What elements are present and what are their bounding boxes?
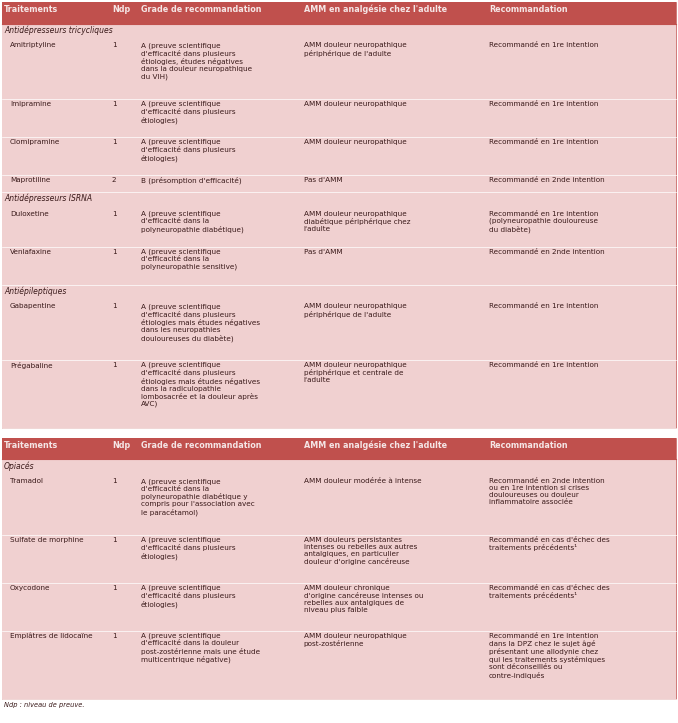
Text: Recommandé en 1re intention
(polyneuropathie douloureuse
du diabète): Recommandé en 1re intention (polyneuropa… — [489, 211, 598, 233]
Text: 2: 2 — [112, 176, 117, 182]
Text: A (preuve scientifique
d'efficacité dans plusieurs
étiologies): A (preuve scientifique d'efficacité dans… — [141, 585, 236, 608]
Text: Recommandé en 2nde intention
ou en 1re intention si crises
douloureuses ou doule: Recommandé en 2nde intention ou en 1re i… — [489, 479, 604, 505]
Bar — [2, 301, 676, 360]
Text: B (présomption d'efficacité): B (présomption d'efficacité) — [141, 176, 241, 184]
Text: A (preuve scientifique
d'efficacité dans plusieurs
étiologies): A (preuve scientifique d'efficacité dans… — [141, 536, 236, 560]
Text: Tramadol: Tramadol — [10, 479, 43, 484]
Text: 1: 1 — [112, 43, 117, 48]
Text: Maprotiline: Maprotiline — [10, 176, 50, 182]
Text: 1: 1 — [112, 362, 117, 368]
Text: Clomipramine: Clomipramine — [10, 139, 60, 145]
Text: Oxycodone: Oxycodone — [10, 585, 51, 591]
Text: Recommandation: Recommandation — [489, 441, 567, 450]
Text: Recommandé en 1re intention
dans la DPZ chez le sujet âgé
présentant une allodyn: Recommandé en 1re intention dans la DPZ … — [489, 633, 605, 679]
Text: 1: 1 — [112, 479, 117, 484]
Bar — [2, 631, 676, 699]
Text: AMM douleur neuropathique: AMM douleur neuropathique — [304, 100, 406, 107]
Text: Venlafaxine: Venlafaxine — [10, 249, 52, 254]
Bar — [2, 209, 676, 247]
Text: 1: 1 — [112, 585, 117, 591]
Text: A (preuve scientifique
d'efficacité dans plusieurs
étiologies): A (preuve scientifique d'efficacité dans… — [141, 100, 236, 124]
Bar — [2, 2, 676, 428]
Text: 1: 1 — [112, 536, 117, 543]
Text: AMM en analgésie chez l'adulte: AMM en analgésie chez l'adulte — [304, 5, 447, 14]
Text: Recommandé en cas d'échec des
traitements précédents¹: Recommandé en cas d'échec des traitement… — [489, 536, 610, 551]
Text: AMM douleur chronique
d'origine cancéreuse intenses ou
rebelles aux antalgiques : AMM douleur chronique d'origine cancéreu… — [304, 585, 423, 613]
Text: Recommandé en 1re intention: Recommandé en 1re intention — [489, 304, 598, 309]
Text: 1: 1 — [112, 633, 117, 639]
Bar — [2, 438, 676, 699]
Text: Pas d'AMM: Pas d'AMM — [304, 249, 342, 254]
Text: Antiépileptiques: Antiépileptiques — [4, 286, 66, 296]
Bar — [2, 174, 676, 192]
Text: Recommandé en 1re intention: Recommandé en 1re intention — [489, 139, 598, 145]
Text: Pas d'AMM: Pas d'AMM — [304, 176, 342, 182]
Text: 1: 1 — [112, 100, 117, 107]
Text: Amitriptyline: Amitriptyline — [10, 43, 57, 48]
Bar — [2, 24, 676, 40]
Text: Recommandé en 1re intention: Recommandé en 1re intention — [489, 362, 598, 368]
Bar — [2, 99, 676, 137]
Bar — [2, 192, 676, 209]
Bar — [2, 476, 676, 534]
Text: Imipramine: Imipramine — [10, 100, 51, 107]
Text: Ndp : niveau de preuve.: Ndp : niveau de preuve. — [4, 702, 85, 709]
Text: AMM douleur modérée à intense: AMM douleur modérée à intense — [304, 479, 421, 484]
Bar — [2, 40, 676, 99]
Text: Traitements: Traitements — [4, 5, 58, 14]
Text: 1: 1 — [112, 249, 117, 254]
Text: A (preuve scientifique
d'efficacité dans la
polyneuropathie diabétique): A (preuve scientifique d'efficacité dans… — [141, 211, 243, 233]
Text: 1: 1 — [112, 139, 117, 145]
Text: Emplâtres de lidocaïne: Emplâtres de lidocaïne — [10, 633, 93, 639]
Text: Antidépresseurs ISRNA: Antidépresseurs ISRNA — [4, 194, 92, 203]
Text: A (preuve scientifique
d'efficacité dans la douleur
post-zostérienne mais une ét: A (preuve scientifique d'efficacité dans… — [141, 633, 260, 663]
Text: A (preuve scientifique
d'efficacité dans plusieurs
étiologies mais études négati: A (preuve scientifique d'efficacité dans… — [141, 304, 260, 342]
Bar — [2, 285, 676, 301]
Text: A (preuve scientifique
d'efficacité dans la
polyneuropathie diabétique y
compris: A (preuve scientifique d'efficacité dans… — [141, 479, 255, 515]
Text: A (preuve scientifique
d'efficacité dans plusieurs
étiologies, études négatives
: A (preuve scientifique d'efficacité dans… — [141, 43, 252, 80]
Text: AMM douleur neuropathique
périphérique de l'adulte: AMM douleur neuropathique périphérique d… — [304, 43, 406, 56]
Text: AMM douleur neuropathique
diabétique périphérique chez
l'adulte: AMM douleur neuropathique diabétique pér… — [304, 211, 410, 232]
Text: A (preuve scientifique
d'efficacité dans plusieurs
étiologies): A (preuve scientifique d'efficacité dans… — [141, 139, 236, 162]
Text: AMM douleur neuropathique
périphérique et centrale de
l'adulte: AMM douleur neuropathique périphérique e… — [304, 362, 406, 383]
Text: Grade de recommandation: Grade de recommandation — [141, 5, 262, 14]
Bar — [2, 460, 676, 476]
Text: AMM douleur neuropathique
périphérique de l'adulte: AMM douleur neuropathique périphérique d… — [304, 304, 406, 317]
Text: Recommandé en cas d'échec des
traitements précédents¹: Recommandé en cas d'échec des traitement… — [489, 585, 610, 599]
Text: Prégabaline: Prégabaline — [10, 362, 53, 369]
Text: Recommandé en 1re intention: Recommandé en 1re intention — [489, 100, 598, 107]
Text: Recommandé en 1re intention: Recommandé en 1re intention — [489, 43, 598, 48]
Text: Opiacés: Opiacés — [4, 461, 35, 471]
Bar — [2, 534, 676, 583]
Bar — [2, 360, 676, 428]
Text: Duloxetine: Duloxetine — [10, 211, 49, 217]
Text: Traitements: Traitements — [4, 441, 58, 450]
Text: Recommandé en 2nde intention: Recommandé en 2nde intention — [489, 176, 604, 182]
Text: Ndp: Ndp — [112, 5, 130, 14]
Text: AMM douleur neuropathique
post-zostérienne: AMM douleur neuropathique post-zostérien… — [304, 633, 406, 647]
Bar — [2, 2, 676, 24]
Text: A (preuve scientifique
d'efficacité dans la
polyneuropathie sensitive): A (preuve scientifique d'efficacité dans… — [141, 249, 237, 270]
Bar — [2, 438, 676, 460]
Text: AMM douleur neuropathique: AMM douleur neuropathique — [304, 139, 406, 145]
Text: A (preuve scientifique
d'efficacité dans plusieurs
étiologies mais études négati: A (preuve scientifique d'efficacité dans… — [141, 362, 260, 407]
Text: Recommandation: Recommandation — [489, 5, 567, 14]
Text: 1: 1 — [112, 211, 117, 217]
Text: Gabapentine: Gabapentine — [10, 304, 56, 309]
Bar — [2, 137, 676, 174]
Bar — [2, 247, 676, 285]
Text: Grade de recommandation: Grade de recommandation — [141, 441, 262, 450]
Bar — [2, 583, 676, 631]
Text: Ndp: Ndp — [112, 441, 130, 450]
Text: AMM douleurs persistantes
intenses ou rebelles aux autres
antalgiques, en partic: AMM douleurs persistantes intenses ou re… — [304, 536, 417, 565]
Text: Sulfate de morphine: Sulfate de morphine — [10, 536, 83, 543]
Text: AMM en analgésie chez l'adulte: AMM en analgésie chez l'adulte — [304, 441, 447, 450]
Text: Antidépresseurs tricycliques: Antidépresseurs tricycliques — [4, 25, 113, 35]
Text: Recommandé en 2nde intention: Recommandé en 2nde intention — [489, 249, 604, 254]
Text: 1: 1 — [112, 304, 117, 309]
